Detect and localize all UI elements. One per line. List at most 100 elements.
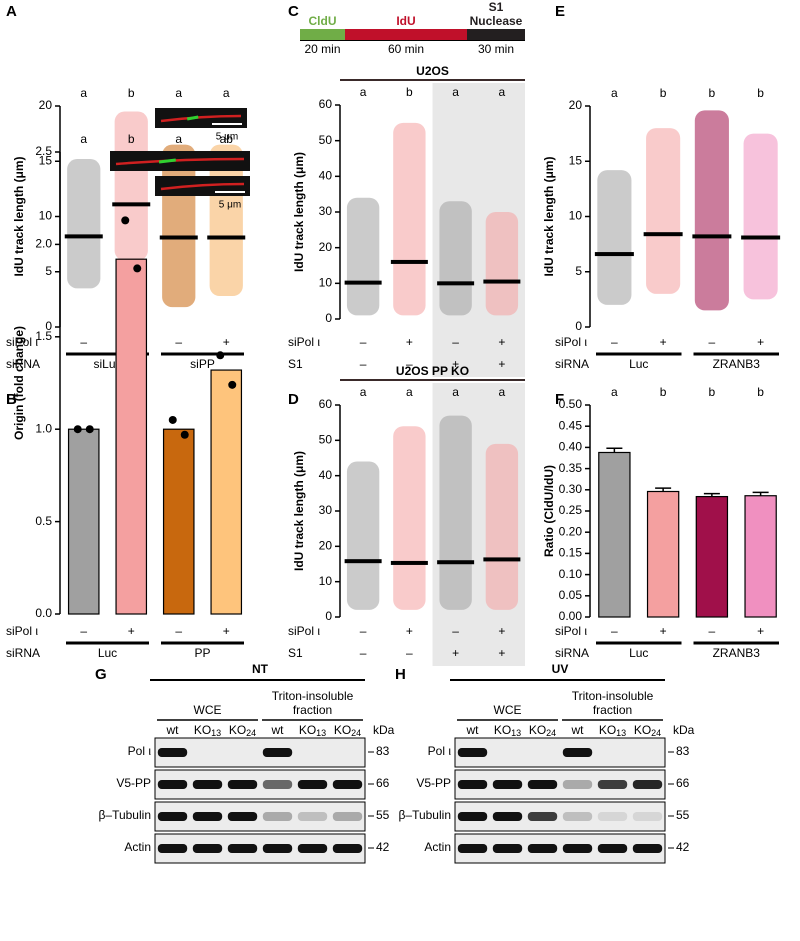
panel-title: U2OS (416, 64, 449, 78)
treatment-sign: + (757, 335, 764, 349)
blot-band (227, 844, 258, 853)
significance-letter: b (757, 86, 764, 100)
track-distribution (485, 443, 519, 610)
blot-band (527, 844, 558, 853)
blot-band (157, 748, 188, 757)
median-bar (741, 235, 781, 240)
blot-band (597, 844, 628, 853)
blot-band (262, 812, 293, 821)
treatment-sign: + (406, 624, 413, 638)
significance-letter: a (223, 86, 230, 100)
blot-band (562, 780, 593, 789)
row-label: siPol ι (288, 335, 320, 349)
fraction-label: Triton-insoluble (572, 689, 654, 703)
bar (598, 451, 631, 618)
panel-label: C (288, 3, 299, 20)
treatment-sign: – (709, 335, 716, 349)
lane-label: KO24 (334, 723, 361, 738)
y-tick-label: 0.0 (35, 606, 52, 620)
treatment-sign: – (452, 624, 459, 638)
lane-name: wt (166, 723, 180, 737)
significance-letter: b (660, 86, 667, 100)
bar (646, 490, 680, 618)
blot-band (527, 780, 558, 789)
y-tick-label: 0 (45, 319, 52, 333)
treatment-sign: – (360, 646, 367, 660)
blot-band (632, 844, 663, 853)
treatment-sign: – (80, 335, 87, 349)
y-tick-label: 10 (39, 209, 53, 223)
significance-letter: b (128, 132, 135, 146)
y-tick-label: 50 (319, 133, 333, 147)
blot-strip (454, 833, 666, 864)
panel-title: U2OS PP KO (396, 364, 469, 378)
track-distribution (485, 212, 519, 316)
y-tick-label: 15 (569, 153, 583, 167)
row-label: siRNA (6, 357, 40, 371)
row-label: siPol ι (555, 335, 587, 349)
blot-band (457, 780, 488, 789)
row-label: S1 (288, 646, 303, 660)
timeline-duration: 60 min (388, 42, 424, 56)
bar (162, 428, 195, 615)
lane-label: KO24 (229, 723, 256, 738)
treatment-sign: – (611, 335, 618, 349)
lane-name: KO (299, 723, 316, 737)
marker-label: 66 (376, 776, 390, 790)
median-bar (483, 279, 521, 284)
lane-subscript: 24 (246, 728, 256, 738)
blot-band (562, 844, 593, 853)
lane-name: KO (494, 723, 511, 737)
panel-label: E (555, 3, 565, 20)
y-axis-label: IdU track length (μm) (12, 156, 26, 276)
blot-band (157, 844, 188, 853)
track-distribution (743, 133, 778, 300)
row-label: β–Tubulin (99, 808, 152, 822)
lane-name: KO (229, 723, 246, 737)
treatment-sign: + (406, 335, 413, 349)
replicate-point (85, 425, 94, 434)
y-tick-label: 15 (39, 153, 53, 167)
blot-strip (454, 769, 666, 800)
unit-label: kDa (373, 723, 395, 737)
significance-letter: a (611, 86, 618, 100)
significance-letter: a (175, 86, 182, 100)
panel-label: F (555, 391, 564, 408)
replicate-point (228, 380, 237, 389)
marker-label: 83 (676, 744, 690, 758)
y-tick-label: 20 (319, 539, 333, 553)
y-tick-label: 30 (319, 204, 333, 218)
y-tick-label: 50 (319, 433, 333, 447)
y-tick-label: 2.5 (35, 144, 52, 158)
lane-name: KO (334, 723, 351, 737)
treatment-sign: + (757, 624, 764, 638)
blot-strip (154, 769, 366, 800)
significance-letter: a (611, 385, 618, 399)
lane-subscript: 24 (351, 728, 361, 738)
row-label: siRNA (555, 646, 589, 660)
marker-label: 42 (676, 840, 690, 854)
y-tick-label: 40 (319, 468, 333, 482)
treatment-sign: + (498, 335, 505, 349)
blot-band (632, 812, 663, 821)
median-bar (344, 280, 382, 285)
lane-subscript: 24 (546, 728, 556, 738)
significance-letter: b (757, 385, 764, 399)
row-label: Actin (124, 840, 151, 854)
replicate-point (121, 216, 130, 225)
blot-band (632, 780, 663, 789)
y-tick-label: 0.10 (559, 567, 583, 581)
blot-band (492, 812, 523, 821)
fraction-label: WCE (194, 703, 222, 717)
lane-subscript: 13 (616, 728, 626, 738)
panel-label: B (6, 391, 17, 408)
blot-band (262, 780, 293, 789)
panel-label: A (6, 3, 17, 20)
timeline-segment (300, 29, 345, 40)
treatment-sign: + (128, 624, 135, 638)
median-bar (483, 557, 521, 562)
treatment-sign: + (660, 624, 667, 638)
replicate-point (73, 425, 82, 434)
blot-band (297, 844, 328, 853)
blot-band (457, 812, 488, 821)
